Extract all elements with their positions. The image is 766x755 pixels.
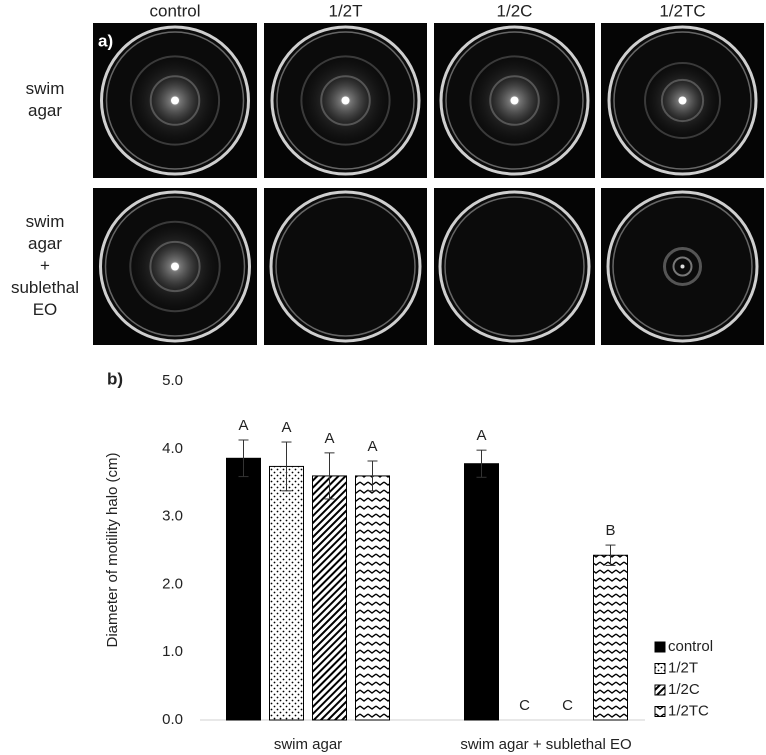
legend-label: 1/2T: [668, 659, 698, 676]
column-header: 1/2T: [328, 1, 362, 20]
halo-ring: [129, 55, 221, 146]
significance-letter: B: [605, 522, 615, 539]
legend-swatch: [654, 663, 666, 674]
legend-label: 1/2TC: [668, 702, 709, 719]
y-tick-label: 3.0: [162, 508, 183, 525]
significance-letter: C: [562, 697, 573, 714]
colony: [680, 264, 685, 269]
colony: [678, 96, 687, 105]
dish-rim-inner: [444, 196, 585, 337]
dish-rim-inner: [105, 31, 245, 170]
row-label: agar: [28, 234, 62, 253]
panel-a: control 1/2T 1/2C 1/2TC swim agar swim agar + sub…: [11, 1, 764, 345]
dish-rim: [438, 190, 591, 343]
significance-letter: A: [367, 438, 377, 455]
bar: [269, 465, 304, 721]
x-tick-label: swim agar + sublethal EO: [460, 736, 631, 753]
significance-letter: A: [281, 419, 291, 436]
y-tick-label: 4.0: [162, 440, 183, 457]
halo-ring: [320, 75, 371, 126]
colony: [171, 262, 179, 271]
column-header: 1/2C: [497, 1, 533, 20]
dish-rim-inner: [104, 196, 246, 337]
panel-b: b) Diameter of motility halo (cm) 0.0 1.0 2.…: [104, 369, 713, 752]
panel-label: b): [107, 369, 123, 388]
y-tick-label: 5.0: [162, 372, 183, 389]
legend-label: control: [668, 638, 713, 655]
halo-ring: [672, 256, 693, 277]
row-label: swim: [26, 212, 65, 231]
column-header: 1/2TC: [659, 1, 705, 20]
halo-ring: [149, 240, 201, 293]
x-tick-label: swim agar: [274, 736, 342, 753]
dish-rim-inner: [276, 31, 415, 170]
dish-rim: [269, 190, 422, 343]
dish-rim-inner: [613, 31, 752, 170]
y-tick-label: 1.0: [162, 643, 183, 660]
colony: [510, 96, 519, 105]
panel-label: a): [98, 31, 113, 50]
dish-rim-inner: [275, 196, 416, 337]
significance-letter: A: [476, 427, 486, 444]
y-tick-label: 0.0: [162, 711, 183, 728]
bar: [312, 475, 347, 721]
halo-ring: [489, 75, 540, 126]
bar: [226, 457, 261, 721]
significance-letter: A: [324, 430, 334, 447]
halo-ring: [663, 247, 702, 286]
legend-label: 1/2C: [668, 681, 700, 698]
legend-swatch: [654, 641, 666, 653]
bar: [464, 463, 499, 721]
bar: [355, 475, 390, 721]
halo-ring: [129, 220, 221, 313]
column-header: control: [149, 1, 200, 20]
legend-swatch: [654, 684, 666, 696]
colony: [341, 96, 350, 105]
halo-ring: [469, 55, 560, 146]
bar: [593, 554, 628, 721]
y-axis-label: Diameter of motility halo (cm): [104, 452, 121, 647]
row-label: agar: [28, 101, 62, 120]
row-label: sublethal: [11, 278, 79, 297]
legend-swatch: [654, 706, 666, 717]
y-tick-label: 2.0: [162, 575, 183, 592]
halo-ring: [300, 55, 391, 146]
halo-ring: [644, 62, 721, 139]
colony: [171, 96, 179, 105]
dish-rim-inner: [612, 196, 753, 337]
significance-letter: C: [519, 697, 530, 714]
row-label: +: [40, 256, 50, 275]
halo-ring: [660, 78, 705, 123]
row-label: EO: [33, 300, 58, 319]
row-label: swim: [26, 79, 65, 98]
dish-rim-inner: [445, 31, 584, 170]
significance-letter: A: [238, 417, 248, 434]
halo-ring: [149, 75, 201, 126]
